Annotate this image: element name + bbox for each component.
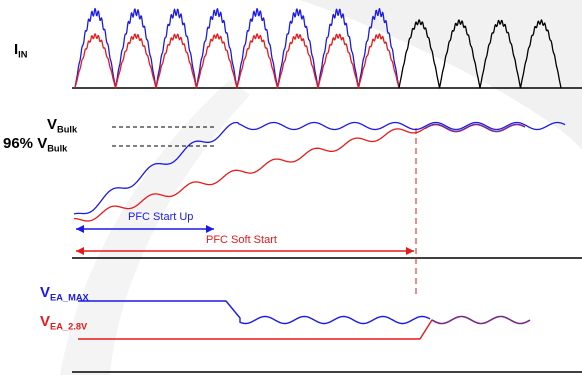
vbulk-label: VBulk xyxy=(47,116,78,135)
pfc-start-up-arrow xyxy=(76,225,214,233)
pfc-soft-start-label: PFC Soft Start xyxy=(206,234,277,246)
iin-black-waveform xyxy=(398,19,562,89)
vea-28-label-main: V xyxy=(40,313,51,330)
iin-label-sub: IN xyxy=(18,49,28,60)
vbulk96-label-main: 96% V xyxy=(3,135,48,152)
pfc-soft-start-arrow xyxy=(76,247,414,255)
iin-label-main: I xyxy=(14,41,19,58)
vea-28-label: VEA_2.8V xyxy=(40,313,88,332)
vbulk-label-sub: Bulk xyxy=(57,124,78,135)
vea-max-label-main: V xyxy=(40,284,51,301)
iin-waveforms xyxy=(74,7,562,89)
vbulk-label-main: V xyxy=(47,116,58,133)
vea-merged-waveform xyxy=(431,315,531,325)
vea-waveforms xyxy=(78,300,531,340)
vbulk96-label: 96% VBulk xyxy=(3,135,68,154)
watermark-shape xyxy=(300,0,582,150)
pfc-start-up-label: PFC Start Up xyxy=(128,211,194,223)
iin-red-waveform xyxy=(74,33,400,89)
vbulk-red-waveform xyxy=(73,123,461,222)
vea-red-waveform xyxy=(78,319,441,340)
iin-blue-waveform xyxy=(74,7,400,89)
vea-blue-waveform xyxy=(78,300,431,325)
vea-max-label-sub: EA_MAX xyxy=(50,292,89,303)
vea-28-label-sub: EA_2.8V xyxy=(50,321,88,332)
vbulk96-label-sub: Bulk xyxy=(47,143,68,154)
vea-max-label: VEA_MAX xyxy=(40,284,89,303)
vbulk-blue-waveform xyxy=(73,121,566,215)
vbulk-merged-waveform xyxy=(424,123,526,133)
vbulk-waveforms xyxy=(73,121,566,222)
iin-label: IIN xyxy=(14,41,28,60)
watermark-shape xyxy=(60,80,250,375)
